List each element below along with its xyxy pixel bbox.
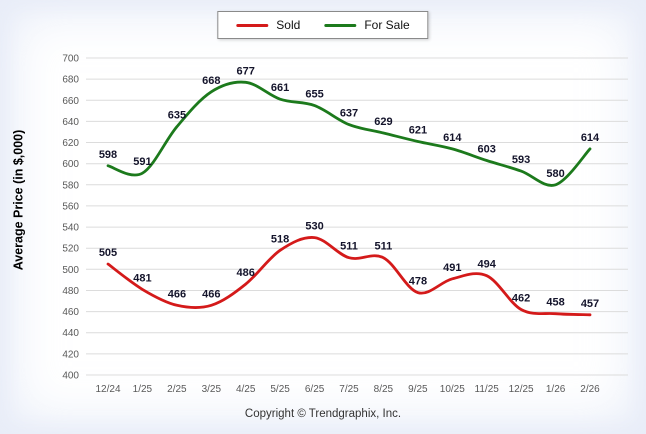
svg-text:8/25: 8/25: [374, 384, 394, 395]
svg-text:520: 520: [62, 244, 79, 255]
svg-text:486: 486: [237, 267, 255, 279]
legend-label-for-sale: For Sale: [364, 18, 410, 32]
svg-text:481: 481: [133, 272, 151, 284]
svg-text:680: 680: [62, 75, 79, 86]
svg-text:12/25: 12/25: [509, 384, 534, 395]
svg-text:4/25: 4/25: [236, 384, 256, 395]
svg-text:580: 580: [546, 168, 564, 180]
legend-item-sold: Sold: [236, 18, 300, 32]
svg-text:598: 598: [99, 149, 117, 161]
svg-text:668: 668: [202, 75, 220, 87]
svg-text:591: 591: [133, 156, 151, 168]
svg-text:620: 620: [62, 138, 79, 149]
svg-text:466: 466: [202, 288, 220, 300]
svg-text:420: 420: [62, 349, 79, 360]
chart-legend: Sold For Sale: [217, 11, 429, 39]
svg-text:2/26: 2/26: [580, 384, 600, 395]
svg-text:3/25: 3/25: [202, 384, 222, 395]
svg-text:614: 614: [443, 132, 462, 144]
svg-text:629: 629: [374, 116, 392, 128]
for-sale-line-swatch: [324, 23, 357, 27]
svg-text:661: 661: [271, 82, 289, 94]
svg-text:603: 603: [478, 144, 496, 156]
svg-text:6/25: 6/25: [305, 384, 325, 395]
legend-label-sold: Sold: [276, 18, 301, 32]
sold-line-swatch: [236, 23, 269, 27]
svg-text:621: 621: [409, 125, 427, 137]
svg-text:440: 440: [62, 328, 79, 339]
svg-text:593: 593: [512, 154, 530, 166]
svg-text:511: 511: [340, 241, 358, 253]
svg-text:600: 600: [62, 159, 79, 170]
legend-item-for-sale: For Sale: [324, 18, 410, 32]
svg-text:460: 460: [62, 307, 79, 318]
svg-text:640: 640: [62, 117, 79, 128]
svg-text:505: 505: [99, 247, 117, 259]
svg-text:400: 400: [62, 371, 79, 382]
svg-text:494: 494: [478, 259, 497, 271]
svg-text:530: 530: [305, 221, 323, 233]
y-axis-title: Average Price (in $,000): [11, 129, 25, 271]
svg-text:458: 458: [546, 297, 564, 309]
svg-text:457: 457: [581, 298, 599, 310]
svg-text:655: 655: [305, 89, 323, 101]
svg-text:491: 491: [443, 262, 461, 274]
svg-text:614: 614: [581, 132, 600, 144]
svg-text:637: 637: [340, 108, 358, 120]
copyright-text: Copyright © Trendgraphix, Inc.: [244, 408, 402, 420]
svg-text:11/25: 11/25: [475, 384, 500, 395]
svg-text:635: 635: [168, 110, 186, 122]
svg-text:511: 511: [375, 241, 393, 253]
svg-text:5/25: 5/25: [270, 384, 290, 395]
svg-text:462: 462: [512, 293, 530, 305]
svg-text:677: 677: [237, 65, 255, 77]
svg-text:9/25: 9/25: [408, 384, 428, 395]
svg-text:12/24: 12/24: [95, 384, 120, 395]
svg-text:540: 540: [62, 223, 79, 234]
svg-text:700: 700: [62, 54, 79, 65]
svg-text:518: 518: [271, 233, 289, 245]
svg-text:1/25: 1/25: [133, 384, 153, 395]
svg-text:500: 500: [62, 265, 79, 276]
svg-text:478: 478: [409, 276, 427, 288]
svg-text:480: 480: [62, 286, 79, 297]
y-axis-title-wrap: Average Price (in $,000): [2, 0, 34, 400]
svg-text:560: 560: [62, 201, 79, 212]
svg-text:1/26: 1/26: [546, 384, 566, 395]
svg-text:2/25: 2/25: [167, 384, 187, 395]
svg-text:10/25: 10/25: [440, 384, 465, 395]
svg-text:7/25: 7/25: [339, 384, 359, 395]
svg-text:580: 580: [62, 180, 79, 191]
svg-text:660: 660: [62, 96, 79, 107]
svg-text:466: 466: [168, 288, 186, 300]
